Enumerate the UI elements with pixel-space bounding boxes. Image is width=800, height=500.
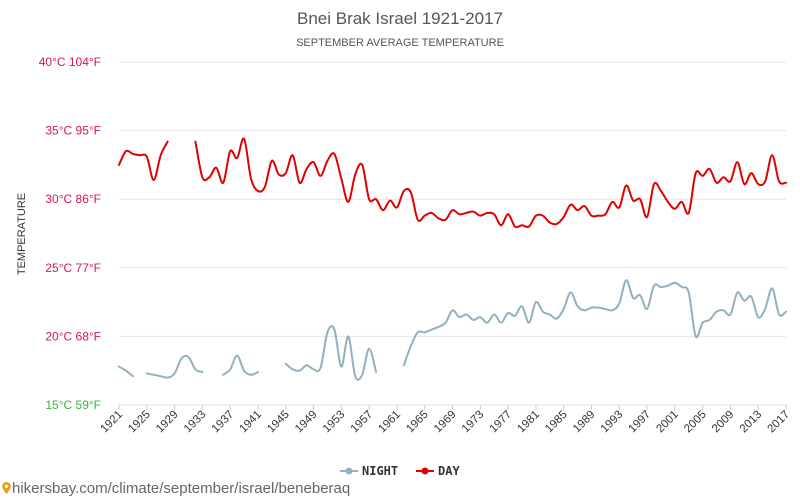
legend-item-night[interactable]: NIGHT — [340, 464, 398, 478]
x-tick-label: 1929 — [154, 409, 181, 436]
chart-title: Bnei Brak Israel 1921-2017 — [297, 9, 503, 28]
series-line-night — [222, 354, 259, 376]
legend-swatch-marker — [345, 467, 353, 475]
series-layer — [118, 137, 787, 381]
x-tick-label: 1941 — [237, 409, 264, 436]
chart-subtitle: SEPTEMBER AVERAGE TEMPERATURE — [296, 37, 504, 49]
y-tick-label: 40°C 104°F — [39, 55, 101, 69]
x-tick-label: 1961 — [376, 409, 403, 436]
x-tick-label: 1925 — [126, 409, 153, 436]
series-line-night — [284, 325, 378, 381]
x-tick-label: 1937 — [210, 409, 237, 436]
x-tick-label: 1965 — [404, 409, 431, 436]
x-tick-label: 1921 — [99, 409, 126, 436]
y-tick-labels: 40°C 104°F 35°C 95°F 30°C 86°F 25°C 77°F 20°… — [39, 55, 101, 412]
legend[interactable]: NIGHT DAY — [340, 464, 460, 478]
series-line-day — [194, 137, 787, 229]
legend-swatch-marker — [421, 467, 429, 475]
series-line-night — [118, 365, 134, 378]
x-tick-label: 1945 — [265, 409, 292, 436]
x-tick-label: 1985 — [543, 409, 570, 436]
x-tick-label: 1997 — [627, 409, 654, 436]
legend-item-day[interactable]: DAY — [416, 464, 460, 478]
y-tick-label: 35°C 95°F — [45, 124, 101, 138]
x-tick-label: 2001 — [654, 409, 681, 436]
legend-label: DAY — [438, 464, 460, 478]
legend-label: NIGHT — [362, 464, 398, 478]
x-tick-label: 1977 — [488, 409, 515, 436]
x-tick-label: 1993 — [599, 409, 626, 436]
x-tick-labels: 1921 1925 1929 1933 1937 1941 1945 1949 1953 1957… — [99, 405, 793, 436]
source-footer[interactable]: hikersbay.com/climate/september/israel/b… — [2, 480, 350, 497]
location-pin-icon — [2, 482, 11, 494]
series-night — [118, 279, 787, 381]
x-tick-label: 1953 — [321, 409, 348, 436]
series-line-day — [118, 140, 169, 181]
x-tick-label: 1973 — [460, 409, 487, 436]
y-axis-label: TEMPERATURE — [16, 193, 28, 275]
y-tick-label: 15°C 59°F — [45, 398, 101, 412]
series-line-night — [145, 354, 204, 379]
y-tick-label: 30°C 86°F — [45, 192, 101, 206]
x-tick-label: 2005 — [682, 409, 709, 436]
grid-lines — [119, 61, 786, 406]
x-tick-label: 2009 — [710, 409, 737, 436]
y-tick-label: 20°C 68°F — [45, 329, 101, 343]
series-day — [118, 137, 787, 229]
x-tick-label: 1989 — [571, 409, 598, 436]
x-tick-label: 2017 — [766, 409, 793, 436]
source-url[interactable]: hikersbay.com/climate/september/israel/b… — [12, 480, 351, 497]
x-tick-label: 1957 — [349, 409, 376, 436]
y-tick-label: 25°C 77°F — [45, 261, 101, 275]
x-tick-label: 1981 — [515, 409, 542, 436]
series-line-night — [402, 279, 787, 367]
x-tick-label: 2013 — [738, 409, 765, 436]
x-tick-label: 1949 — [293, 409, 320, 436]
x-tick-label: 1969 — [432, 409, 459, 436]
x-tick-label: 1933 — [182, 409, 209, 436]
